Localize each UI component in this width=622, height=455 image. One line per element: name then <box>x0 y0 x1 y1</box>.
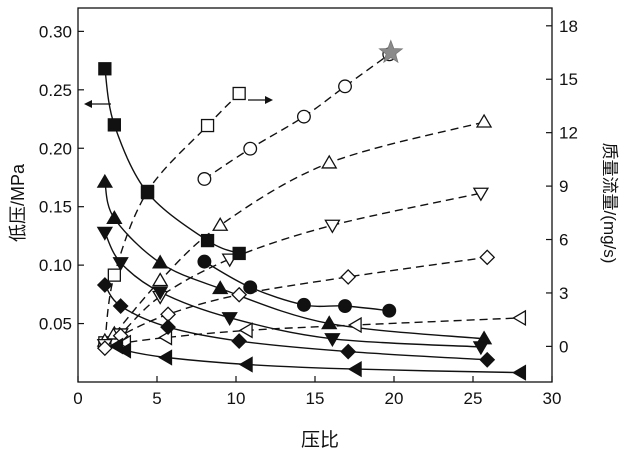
open-circle-marker <box>243 141 258 156</box>
open-square-marker <box>232 86 246 101</box>
open-triangle-up-marker <box>321 154 338 169</box>
y-left-tick-label: 0.20 <box>39 139 72 158</box>
filled-triangle-down-marker <box>472 341 490 356</box>
filled-triangle-left-marker <box>117 342 132 359</box>
open-circle-marker <box>197 172 212 186</box>
y-right-tick-label: 15 <box>559 70 578 89</box>
filled-triangle-down-marker <box>152 286 169 301</box>
filled-square-marker <box>107 118 121 132</box>
filled-triangle-down-marker <box>221 312 238 327</box>
y-left-tick-label: 0.15 <box>39 198 72 217</box>
filled-diamond-marker <box>112 298 129 314</box>
x-tick-label: 30 <box>543 389 562 408</box>
open-triangle-left-marker <box>238 322 253 339</box>
x-tick-label: 15 <box>306 389 325 408</box>
filled-triangle-up-marker <box>106 210 123 225</box>
open-diamond-marker <box>231 286 248 303</box>
open-triangle-up-marker <box>475 113 493 128</box>
x-tick-label: 10 <box>227 389 246 408</box>
open-triangle-down-marker <box>472 187 490 202</box>
x-tick-label: 5 <box>152 389 161 408</box>
open-triangle-up-marker <box>152 272 169 287</box>
filled-circle-marker <box>338 299 352 313</box>
y-right-tick-label: 9 <box>559 177 568 196</box>
axes: 0 5 10 15 20 25 30 0.05 0.10 0.15 0.20 0.25 0.30 0 3 6 9… <box>39 7 578 408</box>
filled-circle-marker <box>296 297 311 312</box>
filled-circle-marker <box>197 254 212 269</box>
open-circle-marker <box>296 109 311 124</box>
filled-triangle-down-marker <box>96 226 113 241</box>
y-right-tick-label: 3 <box>559 284 568 303</box>
open-triangle-down-marker <box>324 219 341 234</box>
filled-square-marker <box>232 246 246 261</box>
y-left-tick-label: 0.05 <box>39 315 72 334</box>
open-triangle-left-marker <box>512 309 527 327</box>
filled-triangle-down-marker <box>112 257 129 272</box>
filled-triangle-down-marker <box>324 333 341 348</box>
filled-circle-marker <box>243 280 258 295</box>
filled-triangle-up-marker <box>152 254 169 269</box>
filled-diamond-marker <box>231 333 248 350</box>
filled-triangle-up-marker <box>212 280 229 295</box>
open-circle-marker <box>338 79 352 94</box>
right-axis-arrow <box>248 96 273 104</box>
filled-triangle-left-marker <box>347 361 362 378</box>
y-left-tick-label: 0.30 <box>39 22 72 41</box>
open-circle-series-line <box>204 53 390 180</box>
filled-diamond-marker <box>160 319 176 335</box>
series-markers <box>96 39 527 381</box>
filled-circle-series-line <box>204 260 390 312</box>
open-triangle-down-series-line <box>104 192 482 346</box>
x-axis-label: 压比 <box>301 429 339 451</box>
y-right-tick-label: 18 <box>559 17 578 36</box>
y-right-tick-label: 12 <box>559 124 578 143</box>
filled-triangle-left-marker <box>512 364 527 381</box>
open-diamond-marker <box>479 249 496 266</box>
filled-triangle-up-marker <box>96 173 113 188</box>
open-triangle-up-series-line <box>104 121 485 342</box>
left-axis-arrow <box>84 100 111 108</box>
filled-diamond-marker <box>96 277 113 293</box>
axis-labels: 压比 低压/MPa 质量流量/(mg/s) <box>8 143 619 451</box>
open-square-marker <box>200 118 215 133</box>
x-tick-label: 20 <box>385 389 404 408</box>
open-triangle-up-marker <box>212 216 229 231</box>
y-axis-right-label: 质量流量/(mg/s) <box>600 143 619 264</box>
y-right-tick-label: 6 <box>559 231 568 250</box>
filled-square-marker <box>200 233 215 248</box>
filled-triangle-up-marker <box>321 315 338 330</box>
y-axis-left-label: 低压/MPa <box>8 163 28 242</box>
filled-triangle-left-marker <box>158 349 173 366</box>
filled-diamond-marker <box>479 351 496 368</box>
y-right-tick-label: 0 <box>559 337 568 356</box>
filled-square-marker <box>140 186 155 200</box>
filled-square-marker <box>98 62 112 76</box>
x-tick-label: 25 <box>464 389 483 408</box>
filled-diamond-marker <box>340 343 357 360</box>
gray-star-marker <box>378 39 404 64</box>
y-left-tick-label: 0.10 <box>39 256 72 275</box>
open-diamond-marker <box>340 269 357 285</box>
open-triangle-left-marker <box>347 316 362 334</box>
y-left-tick-label: 0.25 <box>39 81 72 100</box>
filled-circle-marker <box>382 303 397 318</box>
filled-triangle-left-marker <box>238 356 253 373</box>
x-tick-label: 0 <box>73 389 82 408</box>
open-square-marker <box>107 268 121 282</box>
